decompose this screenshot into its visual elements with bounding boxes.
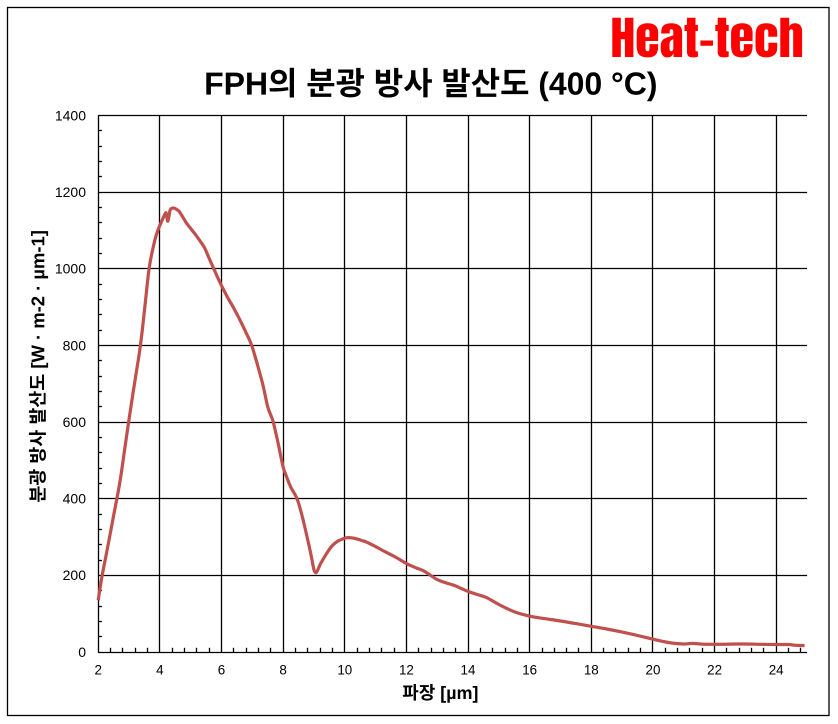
svg-text:1200: 1200 [55,184,86,200]
svg-text:1400: 1400 [55,107,86,123]
svg-text:10: 10 [337,663,352,678]
svg-text:8: 8 [279,663,286,678]
svg-text:14: 14 [461,663,476,678]
svg-text:22: 22 [707,663,722,678]
svg-text:6: 6 [218,663,225,678]
svg-text:2: 2 [94,663,101,678]
svg-text:24: 24 [769,663,784,678]
svg-text:18: 18 [584,663,599,678]
svg-text:1000: 1000 [55,261,86,277]
svg-text:600: 600 [63,414,87,430]
svg-text:800: 800 [63,337,87,353]
svg-text:0: 0 [78,644,86,660]
svg-text:400: 400 [63,491,87,507]
svg-text:12: 12 [399,663,414,678]
svg-text:4: 4 [156,663,164,678]
svg-text:200: 200 [63,567,87,583]
svg-text:20: 20 [646,663,661,678]
svg-text:16: 16 [522,663,537,678]
